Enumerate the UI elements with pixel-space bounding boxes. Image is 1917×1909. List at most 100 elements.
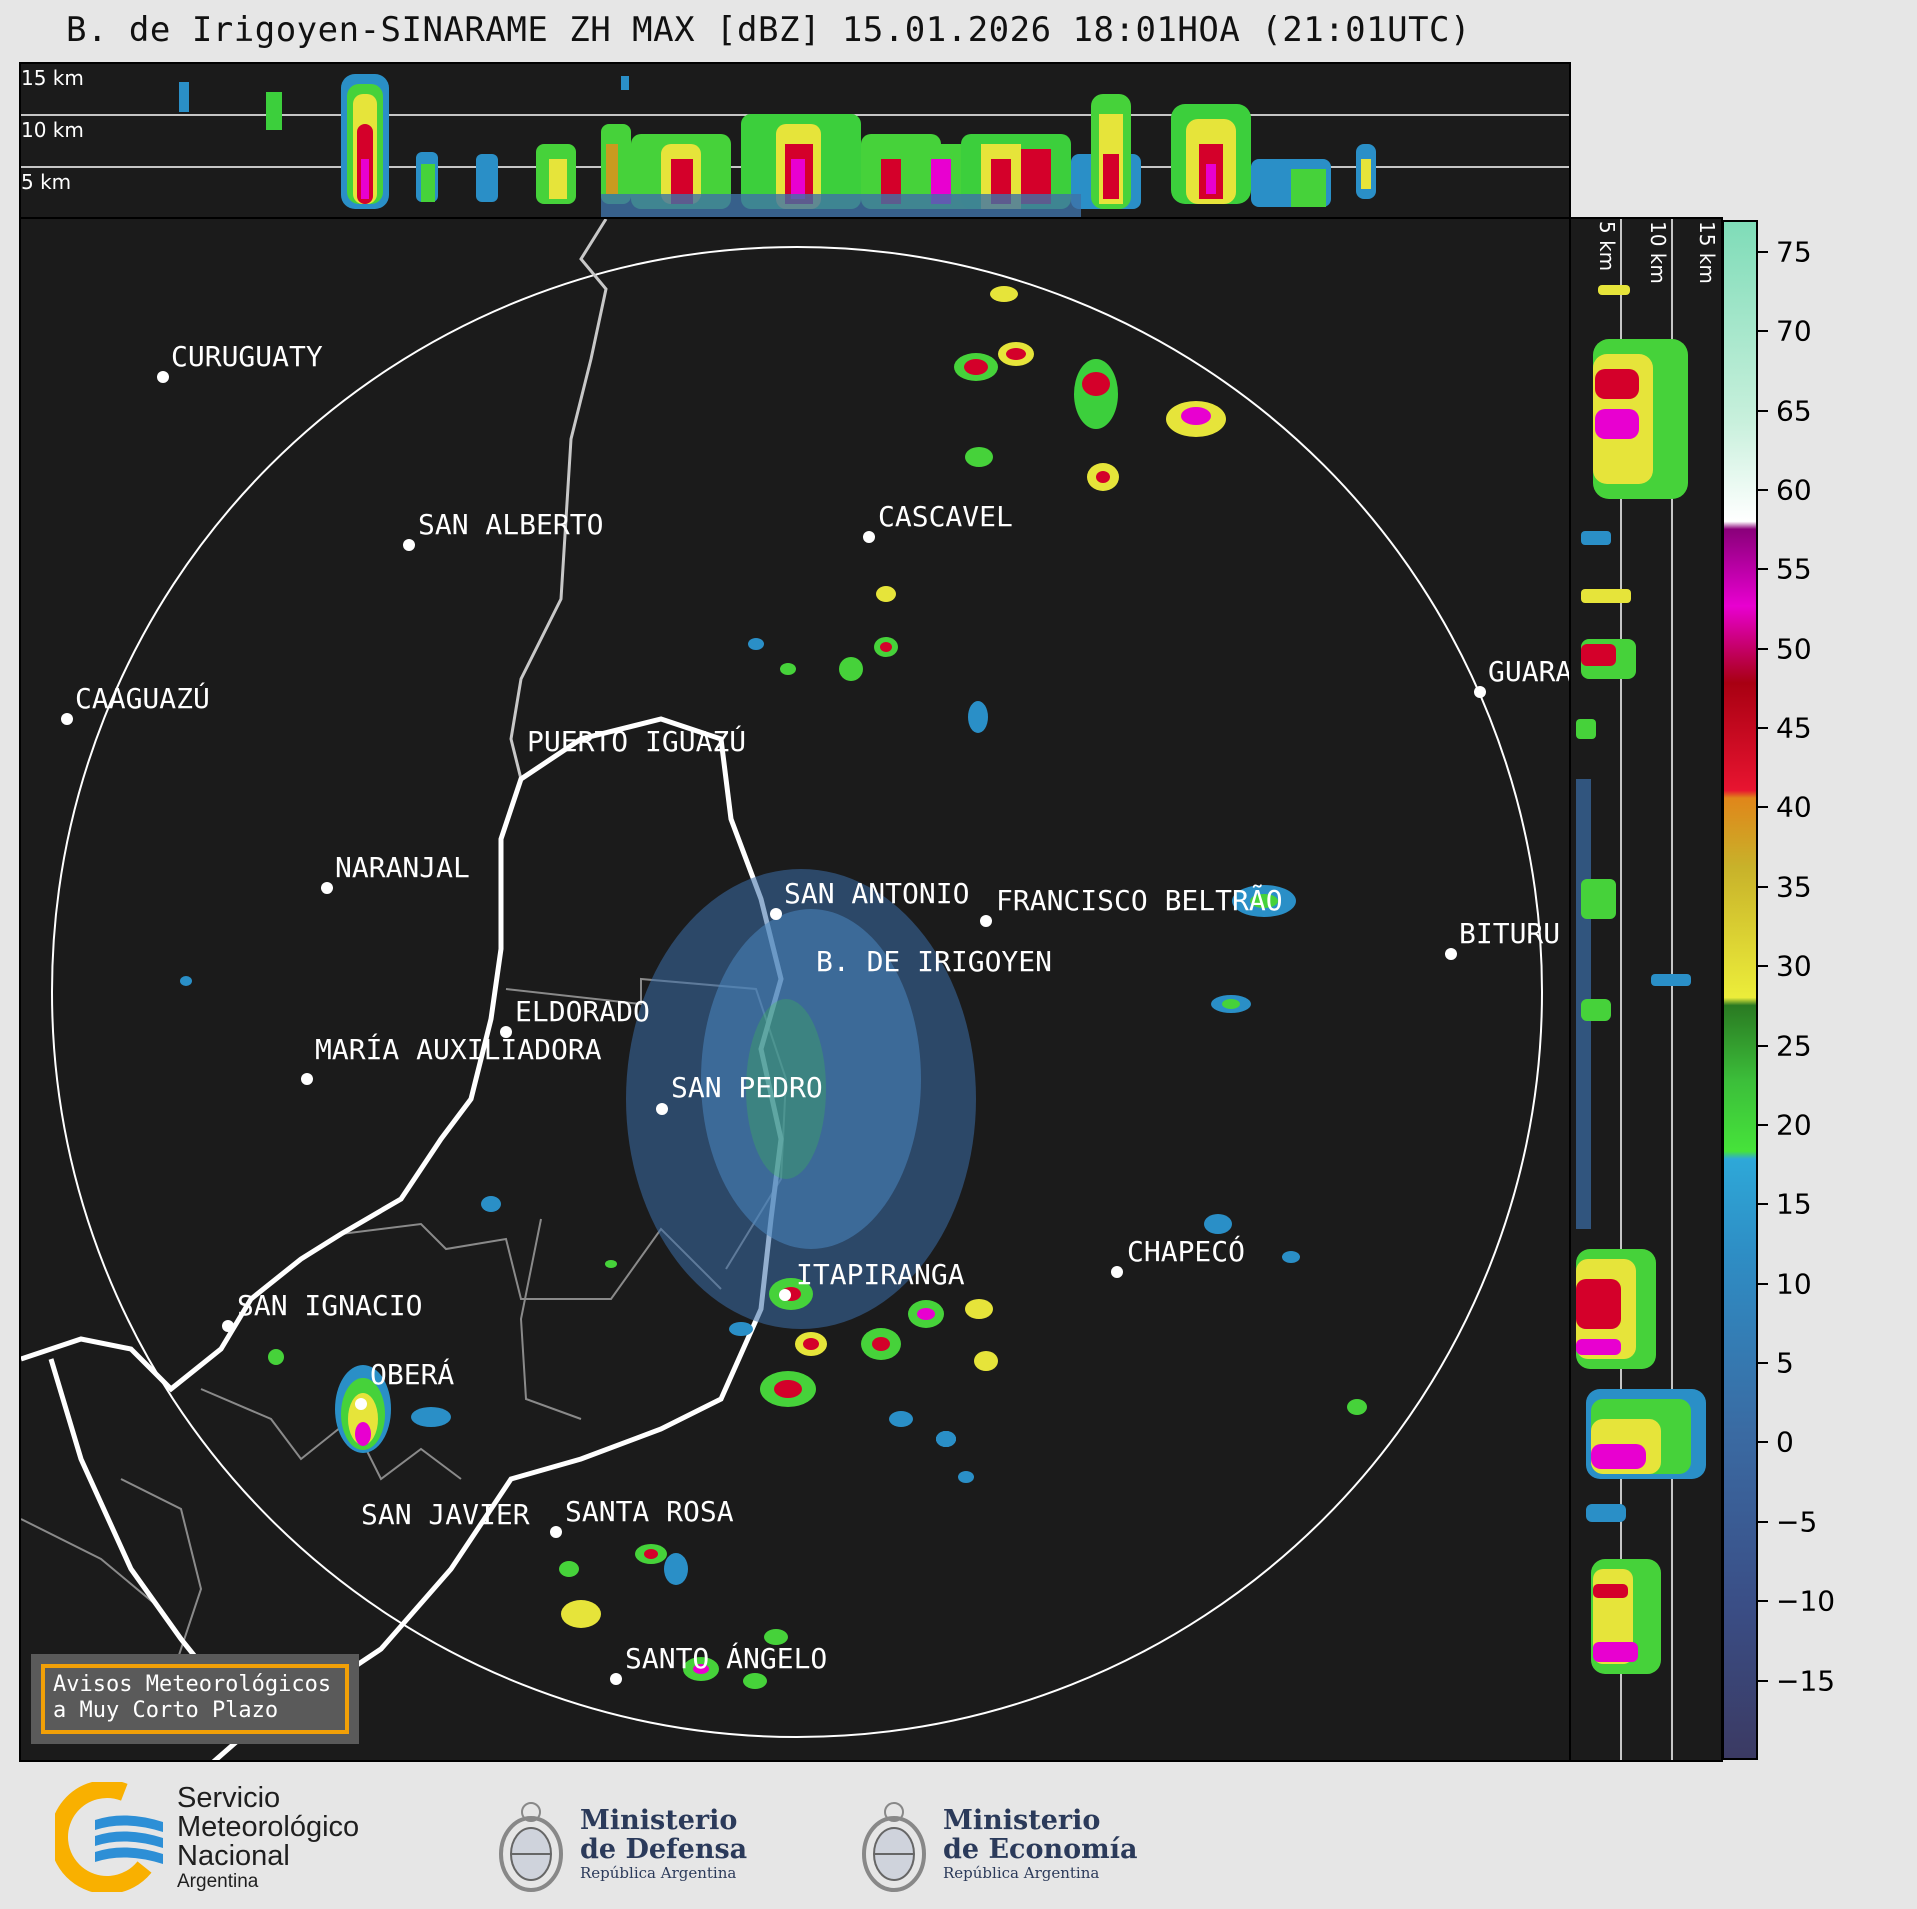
colorbar-tick-label: 20 xyxy=(1776,1108,1812,1142)
map-canvas: CURUGUATY SAN ALBERTO CASCAVEL CAAGUAZÚ … xyxy=(21,219,1571,1760)
colorbar xyxy=(1722,220,1758,1760)
colorbar-tick-label: 30 xyxy=(1776,949,1812,983)
city-label-puerto-iguazu: PUERTO IGUAZÚ xyxy=(527,724,746,758)
colorbar-tick xyxy=(1758,1600,1768,1603)
top-level-10km: 10 km xyxy=(21,118,84,142)
colorbar-tick xyxy=(1758,330,1768,333)
colorbar-tick xyxy=(1758,488,1768,491)
coat-of-arms-icon xyxy=(862,1802,926,1892)
city-label-maria-auxiliadora: MARÍA AUXILIADORA xyxy=(315,1032,602,1066)
city-label-san-javier: SAN JAVIER xyxy=(361,1498,530,1531)
colorbar-tick-label: 10 xyxy=(1776,1267,1812,1301)
city-label-francisco-beltrao: FRANCISCO BELTRÃO xyxy=(996,884,1283,917)
city-label-bituru: BITURU xyxy=(1459,917,1560,950)
city-label-san-pedro: SAN PEDRO xyxy=(671,1071,823,1104)
colorbar-tick xyxy=(1758,1362,1768,1365)
smn-line-2: Meteorológico xyxy=(177,1811,360,1843)
city-label-cascavel: CASCAVEL xyxy=(878,500,1013,533)
top-profile-echoes xyxy=(21,74,1569,217)
colorbar-tick-label: 0 xyxy=(1776,1425,1794,1459)
colorbar-tick xyxy=(1758,1441,1768,1444)
colorbar-tick xyxy=(1758,965,1768,968)
colorbar-tick-label: 55 xyxy=(1776,552,1812,586)
colorbar-gradient xyxy=(1724,222,1756,1758)
colorbar-tick xyxy=(1758,1203,1768,1206)
city-label-san-ignacio: SAN IGNACIO xyxy=(237,1289,422,1322)
economia-line-2: de Economía xyxy=(943,1834,1138,1865)
colorbar-tick-label: 70 xyxy=(1776,314,1812,348)
colorbar-tick-label: 75 xyxy=(1776,235,1812,269)
colorbar-tick-label: 45 xyxy=(1776,711,1812,745)
notice-line-2: a Muy Corto Plazo xyxy=(53,1698,279,1723)
colorbar-tick-label: −10 xyxy=(1776,1584,1836,1618)
colorbar-tick-label: 25 xyxy=(1776,1029,1812,1063)
city-label-guara: GUARA xyxy=(1488,655,1571,688)
top-level-15km: 15 km xyxy=(21,66,84,90)
side-profile-echoes xyxy=(1576,219,1706,1760)
city-label-santo-angelo: SANTO ÁNGELO xyxy=(625,1641,827,1675)
top-level-5km: 5 km xyxy=(21,170,72,194)
colorbar-tick-label: −15 xyxy=(1776,1664,1836,1698)
top-height-profile: 15 km 10 km 5 km xyxy=(19,62,1571,219)
city-label-san-alberto: SAN ALBERTO xyxy=(418,508,603,541)
river-border xyxy=(21,716,784,1760)
colorbar-tick xyxy=(1758,1282,1768,1285)
defensa-sub: República Argentina xyxy=(580,1864,737,1882)
colorbar-tick xyxy=(1758,727,1768,730)
colorbar-tick xyxy=(1758,250,1768,253)
colorbar-tick-label: 35 xyxy=(1776,870,1812,904)
defensa-line-1: Ministerio xyxy=(580,1805,738,1836)
city-label-san-antonio: SAN ANTONIO xyxy=(784,877,969,910)
colorbar-ticks: 75 70 65 60 55 50 45 40 35 30 25 20 15 10 5 0 −5 −10 −15 xyxy=(1758,220,1898,1760)
coat-of-arms-icon xyxy=(499,1802,563,1892)
paraguay-border xyxy=(509,219,608,780)
colorbar-tick xyxy=(1758,1123,1768,1126)
colorbar-tick-label: −5 xyxy=(1776,1505,1818,1539)
smn-emblem-icon xyxy=(55,1782,164,1892)
colorbar-tick xyxy=(1758,806,1768,809)
colorbar-tick-label: 60 xyxy=(1776,473,1812,507)
side-level-10km: 10 km xyxy=(1646,221,1670,284)
smn-line-3: Nacional xyxy=(177,1840,290,1872)
city-label-b-de-irigoyen: B. DE IRIGOYEN xyxy=(816,945,1052,978)
colorbar-tick-label: 15 xyxy=(1776,1187,1812,1221)
notice-box: Avisos Meteorológicos a Muy Corto Plazo xyxy=(31,1654,359,1744)
colorbar-tick xyxy=(1758,885,1768,888)
colorbar-tick xyxy=(1758,1044,1768,1047)
economia-sub: República Argentina xyxy=(943,1864,1100,1882)
city-label-eldorado: ELDORADO xyxy=(515,995,650,1028)
side-level-5km: 5 km xyxy=(1595,221,1619,272)
range-ring xyxy=(51,246,1543,1738)
city-label-itapiranga: ITAPIRANGA xyxy=(796,1258,965,1291)
footer: Servicio Meteorológico Nacional Argentin… xyxy=(0,1762,1917,1909)
colorbar-tick-label: 50 xyxy=(1776,632,1812,666)
colorbar-tick-label: 5 xyxy=(1776,1346,1794,1380)
radar-map: CURUGUATY SAN ALBERTO CASCAVEL CAAGUAZÚ … xyxy=(19,217,1571,1762)
city-label-chapeco: CHAPECÓ xyxy=(1127,1234,1245,1268)
side-level-15km: 15 km xyxy=(1695,221,1719,284)
defensa-line-2: de Defensa xyxy=(580,1834,748,1865)
city-label-santa-rosa: SANTA ROSA xyxy=(565,1495,734,1528)
economia-logo: Ministerio de Economía República Argenti… xyxy=(858,1774,1138,1899)
smn-logo: Servicio Meteorológico Nacional Argentin… xyxy=(55,1782,395,1892)
storm-cells xyxy=(180,286,1367,1689)
side-height-profile: 5 km 10 km 15 km xyxy=(1569,217,1723,1762)
colorbar-tick xyxy=(1758,1679,1768,1682)
colorbar-tick xyxy=(1758,568,1768,571)
defensa-logo: Ministerio de Defensa República Argentin… xyxy=(495,1774,755,1899)
city-label-obera: OBERÁ xyxy=(370,1357,454,1391)
colorbar-tick xyxy=(1758,1520,1768,1523)
city-label-caaguazu: CAAGUAZÚ xyxy=(75,681,210,715)
economia-line-1: Ministerio xyxy=(943,1805,1101,1836)
colorbar-tick-label: 40 xyxy=(1776,790,1812,824)
notice-line-1: Avisos Meteorológicos xyxy=(53,1672,332,1697)
colorbar-tick-label: 65 xyxy=(1776,394,1812,427)
colorbar-tick xyxy=(1758,647,1768,650)
notice-frame: Avisos Meteorológicos a Muy Corto Plazo xyxy=(41,1664,349,1734)
chart-title: B. de Irigoyen-SINARAME ZH MAX [dBZ] 15.… xyxy=(66,10,1471,50)
smn-line-1: Servicio xyxy=(177,1782,281,1814)
city-markers xyxy=(61,371,1486,1685)
colorbar-tick xyxy=(1758,409,1768,412)
smn-sub: Argentina xyxy=(177,1871,259,1892)
city-label-naranjal: NARANJAL xyxy=(335,851,470,884)
